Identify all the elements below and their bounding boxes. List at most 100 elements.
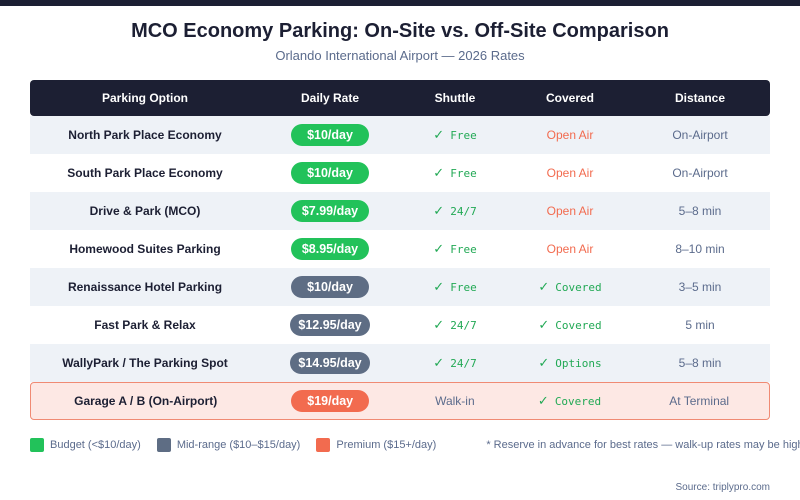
legend-label-mid: Mid-range ($10–$15/day): [176, 439, 301, 451]
covered-value: Open Air: [546, 166, 594, 180]
shuttle-value: Free: [450, 242, 477, 256]
column-header-shuttle: Shuttle: [434, 91, 476, 105]
legend-item-premium: Premium ($15+/day): [316, 438, 436, 452]
check-icon: ✓: [433, 203, 445, 219]
rate-badge: $8.95/day: [291, 238, 369, 260]
cell-shuttle: ✓ 24/7: [400, 192, 510, 230]
cell-distance: 5–8 min: [678, 204, 722, 218]
cell-covered: Open Air: [510, 230, 630, 268]
shuttle-value: 24/7: [450, 204, 477, 218]
cell-shuttle: ✓ Free: [400, 154, 510, 192]
cell-option: Homewood Suites Parking: [69, 242, 221, 256]
column-header-covered: Covered: [545, 91, 595, 105]
cell-covered: ✓ Covered: [510, 306, 630, 344]
cell-rate: $10/day: [260, 154, 400, 192]
covered-value: Options: [555, 356, 602, 370]
rate-badge: $10/day: [291, 276, 369, 298]
check-icon: ✓: [433, 127, 445, 143]
check-icon: ✓: [433, 165, 445, 181]
table-row: Drive & Park (MCO) $7.99/day ✓ 24/7 Open Air…: [30, 192, 770, 230]
cell-option: Renaissance Hotel Parking: [67, 280, 223, 294]
check-icon: ✓: [538, 355, 550, 371]
source-credit: Source: triplypro.com: [675, 482, 770, 493]
shuttle-value: 24/7: [450, 318, 477, 332]
cell-distance: On-Airport: [672, 128, 728, 142]
cell-covered: Open Air: [510, 192, 630, 230]
legend-label-premium: Premium ($15+/day): [336, 439, 437, 451]
cell-option: Garage A / B (On-Airport): [74, 394, 218, 408]
cell-distance: On-Airport: [672, 166, 728, 180]
check-icon: ✓: [433, 355, 445, 371]
cell-distance: 3–5 min: [678, 280, 722, 294]
rate-badge: $10/day: [291, 124, 369, 146]
covered-value: Open Air: [546, 242, 594, 256]
cell-distance: 8–10 min: [675, 242, 725, 256]
rate-badge: $14.95/day: [290, 352, 370, 374]
table-row: Garage A / B (On-Airport) $19/day Walk-in ✓…: [30, 382, 770, 420]
table-row: WallyPark / The Parking Spot $14.95/day ✓ 2…: [30, 344, 770, 382]
table-row: North Park Place Economy $10/day ✓ Free Open…: [30, 116, 770, 154]
check-icon: ✓: [433, 279, 445, 295]
cell-rate: $7.99/day: [260, 192, 400, 230]
column-header-rate: Daily Rate: [300, 91, 360, 105]
cell-covered: Open Air: [510, 154, 630, 192]
cell-option: WallyPark / The Parking Spot: [62, 356, 228, 370]
cell-option: Drive & Park (MCO): [89, 204, 201, 218]
cell-option: Fast Park & Relax: [94, 318, 196, 332]
cell-shuttle: ✓ 24/7: [400, 306, 510, 344]
comparison-table: Parking Option Daily Rate Shuttle Covere…: [30, 80, 770, 420]
cell-option: North Park Place Economy: [68, 128, 222, 142]
covered-value: Covered: [555, 318, 602, 332]
cell-covered: ✓ Options: [510, 344, 630, 382]
check-icon: ✓: [537, 393, 549, 409]
shuttle-value: Free: [450, 280, 477, 294]
cell-covered: ✓ Covered: [510, 383, 630, 419]
column-header-option: Parking Option: [101, 91, 188, 105]
column-header-distance: Distance: [674, 91, 726, 105]
legend-swatch-premium: [316, 438, 331, 452]
table-row: Fast Park & Relax $12.95/day ✓ 24/7 ✓ Covered…: [30, 306, 770, 344]
shuttle-value: Walk-in: [435, 394, 475, 408]
rate-badge: $12.95/day: [290, 314, 370, 336]
cell-covered: ✓ Covered: [510, 268, 630, 306]
legend-swatch-budget: [30, 438, 44, 452]
table-body: North Park Place Economy $10/day ✓ Free Open…: [30, 116, 770, 420]
cell-shuttle: ✓ 24/7: [400, 344, 510, 382]
cell-rate: $10/day: [260, 268, 400, 306]
legend-item-budget: Budget (<$10/day): [30, 438, 141, 452]
covered-value: Open Air: [546, 204, 594, 218]
cell-distance: 5–8 min: [678, 356, 722, 370]
cell-distance: 5 min: [685, 318, 715, 332]
check-icon: ✓: [433, 241, 445, 257]
page-subtitle: Orlando International Airport — 2026 Rat…: [275, 48, 525, 63]
covered-value: Covered: [554, 394, 602, 408]
cell-covered: Open Air: [510, 116, 630, 154]
rate-badge: $10/day: [291, 162, 369, 184]
check-icon: ✓: [433, 317, 445, 333]
page-title: MCO Economy Parking: On-Site vs. Off-Sit…: [131, 20, 669, 42]
table-header: Parking Option Daily Rate Shuttle Covere…: [30, 80, 770, 116]
cell-shuttle: Walk-in: [400, 383, 510, 419]
cell-distance: At Terminal: [669, 394, 730, 408]
cell-option: South Park Place Economy: [67, 166, 223, 180]
rate-badge: $19/day: [291, 390, 370, 412]
table-row: Homewood Suites Parking $8.95/day ✓ Free Ope…: [30, 230, 770, 268]
cell-shuttle: ✓ Free: [400, 268, 510, 306]
cell-rate: $19/day: [260, 383, 400, 419]
cell-shuttle: ✓ Free: [400, 230, 510, 268]
table-row: South Park Place Economy $10/day ✓ Free Open…: [30, 154, 770, 192]
covered-value: Open Air: [546, 128, 594, 142]
legend-item-mid: Mid-range ($10–$15/day): [156, 438, 301, 452]
rate-badge: $7.99/day: [291, 200, 369, 222]
top-accent-bar: [0, 0, 800, 6]
cell-rate: $8.95/day: [260, 230, 400, 268]
cell-shuttle: ✓ Free: [400, 116, 510, 154]
table-row: Renaissance Hotel Parking $10/day ✓ Free ✓ Co…: [30, 268, 770, 306]
check-icon: ✓: [538, 317, 550, 333]
cell-rate: $14.95/day: [260, 344, 400, 382]
check-icon: ✓: [538, 279, 550, 295]
shuttle-value: Free: [450, 166, 477, 180]
cell-rate: $12.95/day: [260, 306, 400, 344]
shuttle-value: 24/7: [450, 356, 477, 370]
footnote: * Reserve in advance for best rates — wa…: [486, 439, 800, 451]
